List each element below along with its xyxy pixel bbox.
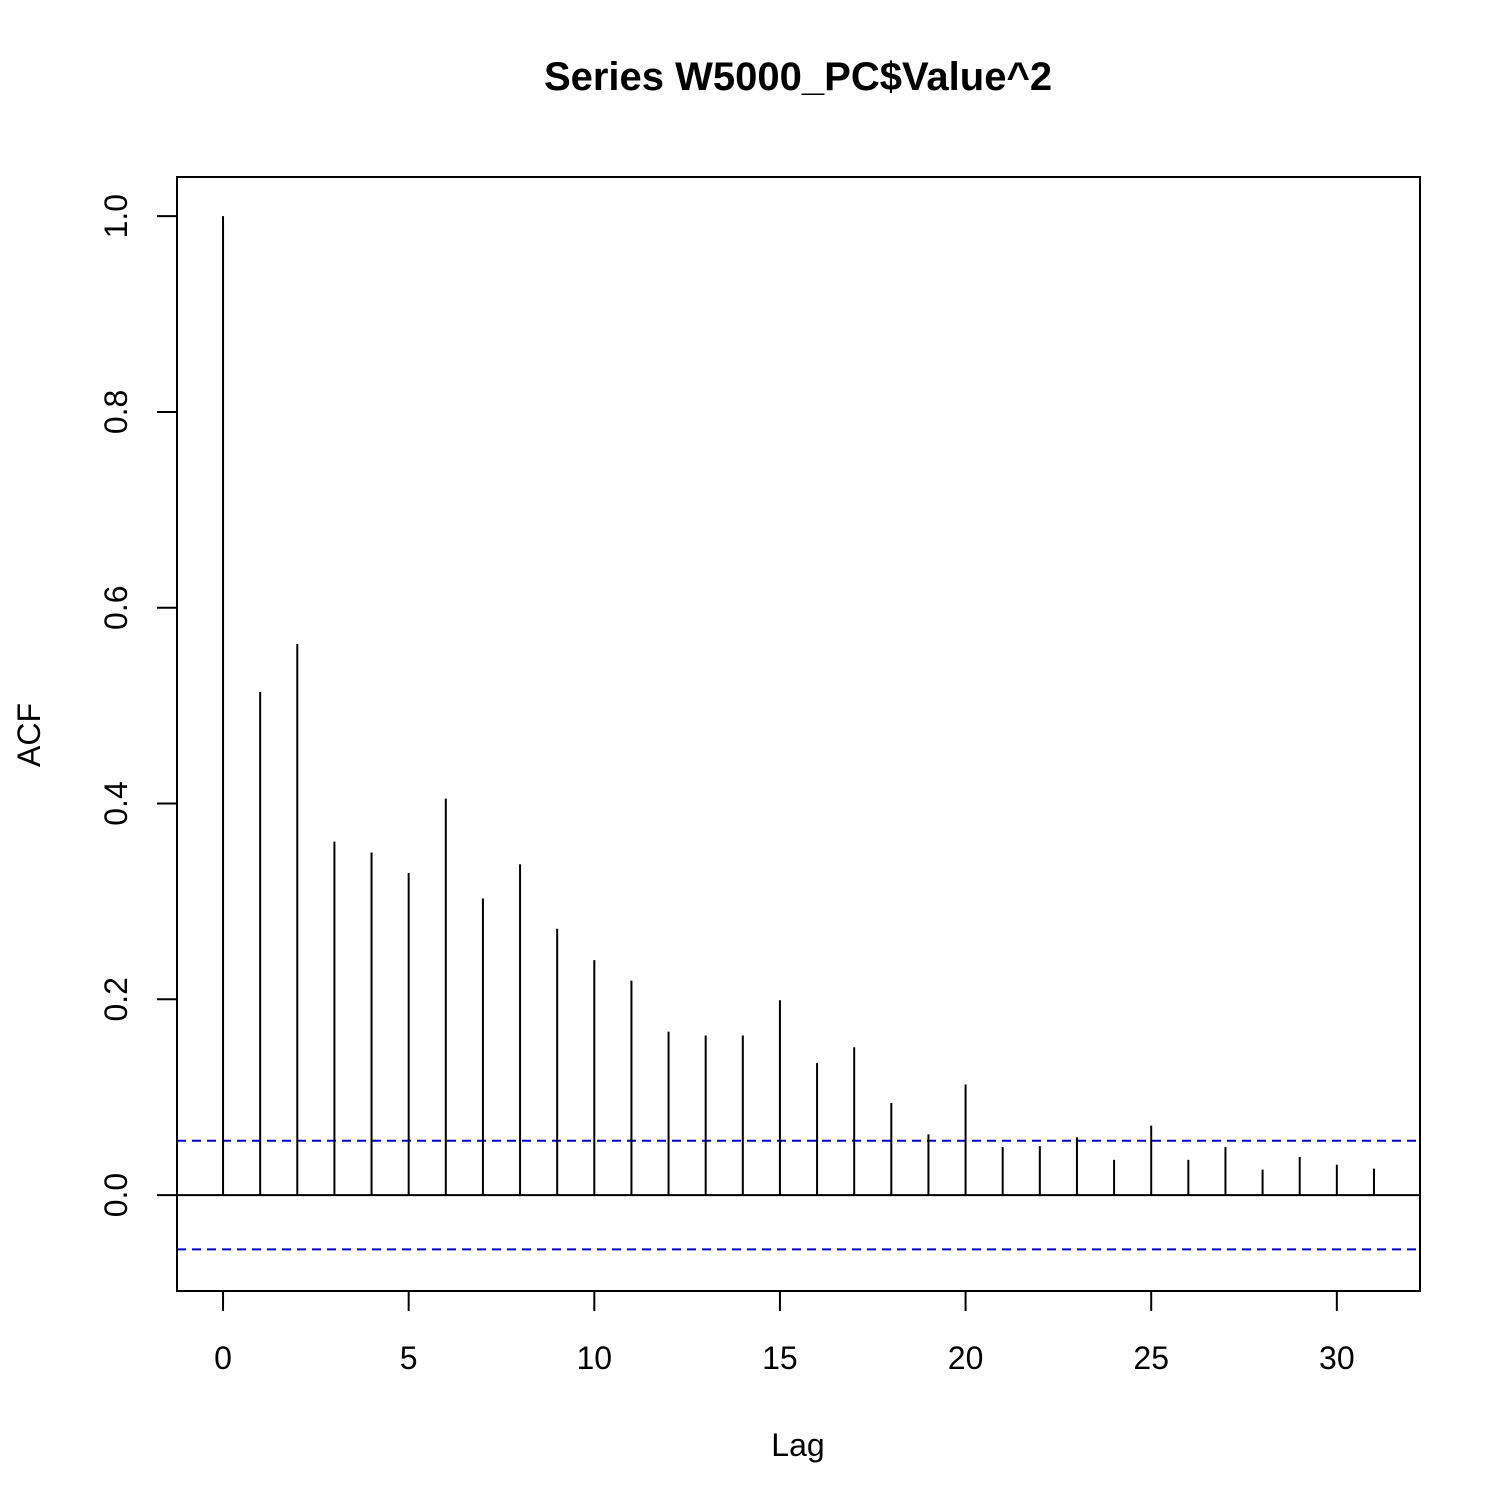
x-tick-label: 25 [1133,1340,1169,1376]
x-tick-label: 15 [762,1340,798,1376]
x-tick-label: 20 [948,1340,984,1376]
y-tick-label: 0.6 [98,585,134,629]
chart-title: Series W5000_PC$Value^2 [544,55,1052,99]
x-tick-label: 0 [214,1340,232,1376]
y-tick-label: 0.8 [98,390,134,434]
x-tick-label: 10 [577,1340,613,1376]
y-tick-label: 1.0 [98,194,134,238]
chart-marks: 0 5 10 15 20 25 30 0.0 0.2 0.4 0.6 0.8 1.0 [98,194,1420,1376]
x-tick-label: 5 [400,1340,418,1376]
y-tick-label: 0.0 [98,1173,134,1217]
y-tick-label: 0.4 [98,781,134,825]
plot-frame [176,176,1421,1292]
x-tick-label: 30 [1319,1340,1355,1376]
x-axis-label: Lag [771,1427,824,1463]
y-axis-label: ACF [11,703,47,767]
y-tick-label: 0.2 [98,977,134,1021]
